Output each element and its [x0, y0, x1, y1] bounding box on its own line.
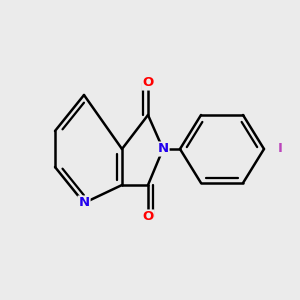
Text: O: O: [142, 76, 154, 89]
Text: I: I: [278, 142, 283, 155]
Text: N: N: [158, 142, 169, 155]
Text: O: O: [142, 211, 154, 224]
Text: N: N: [78, 196, 90, 209]
